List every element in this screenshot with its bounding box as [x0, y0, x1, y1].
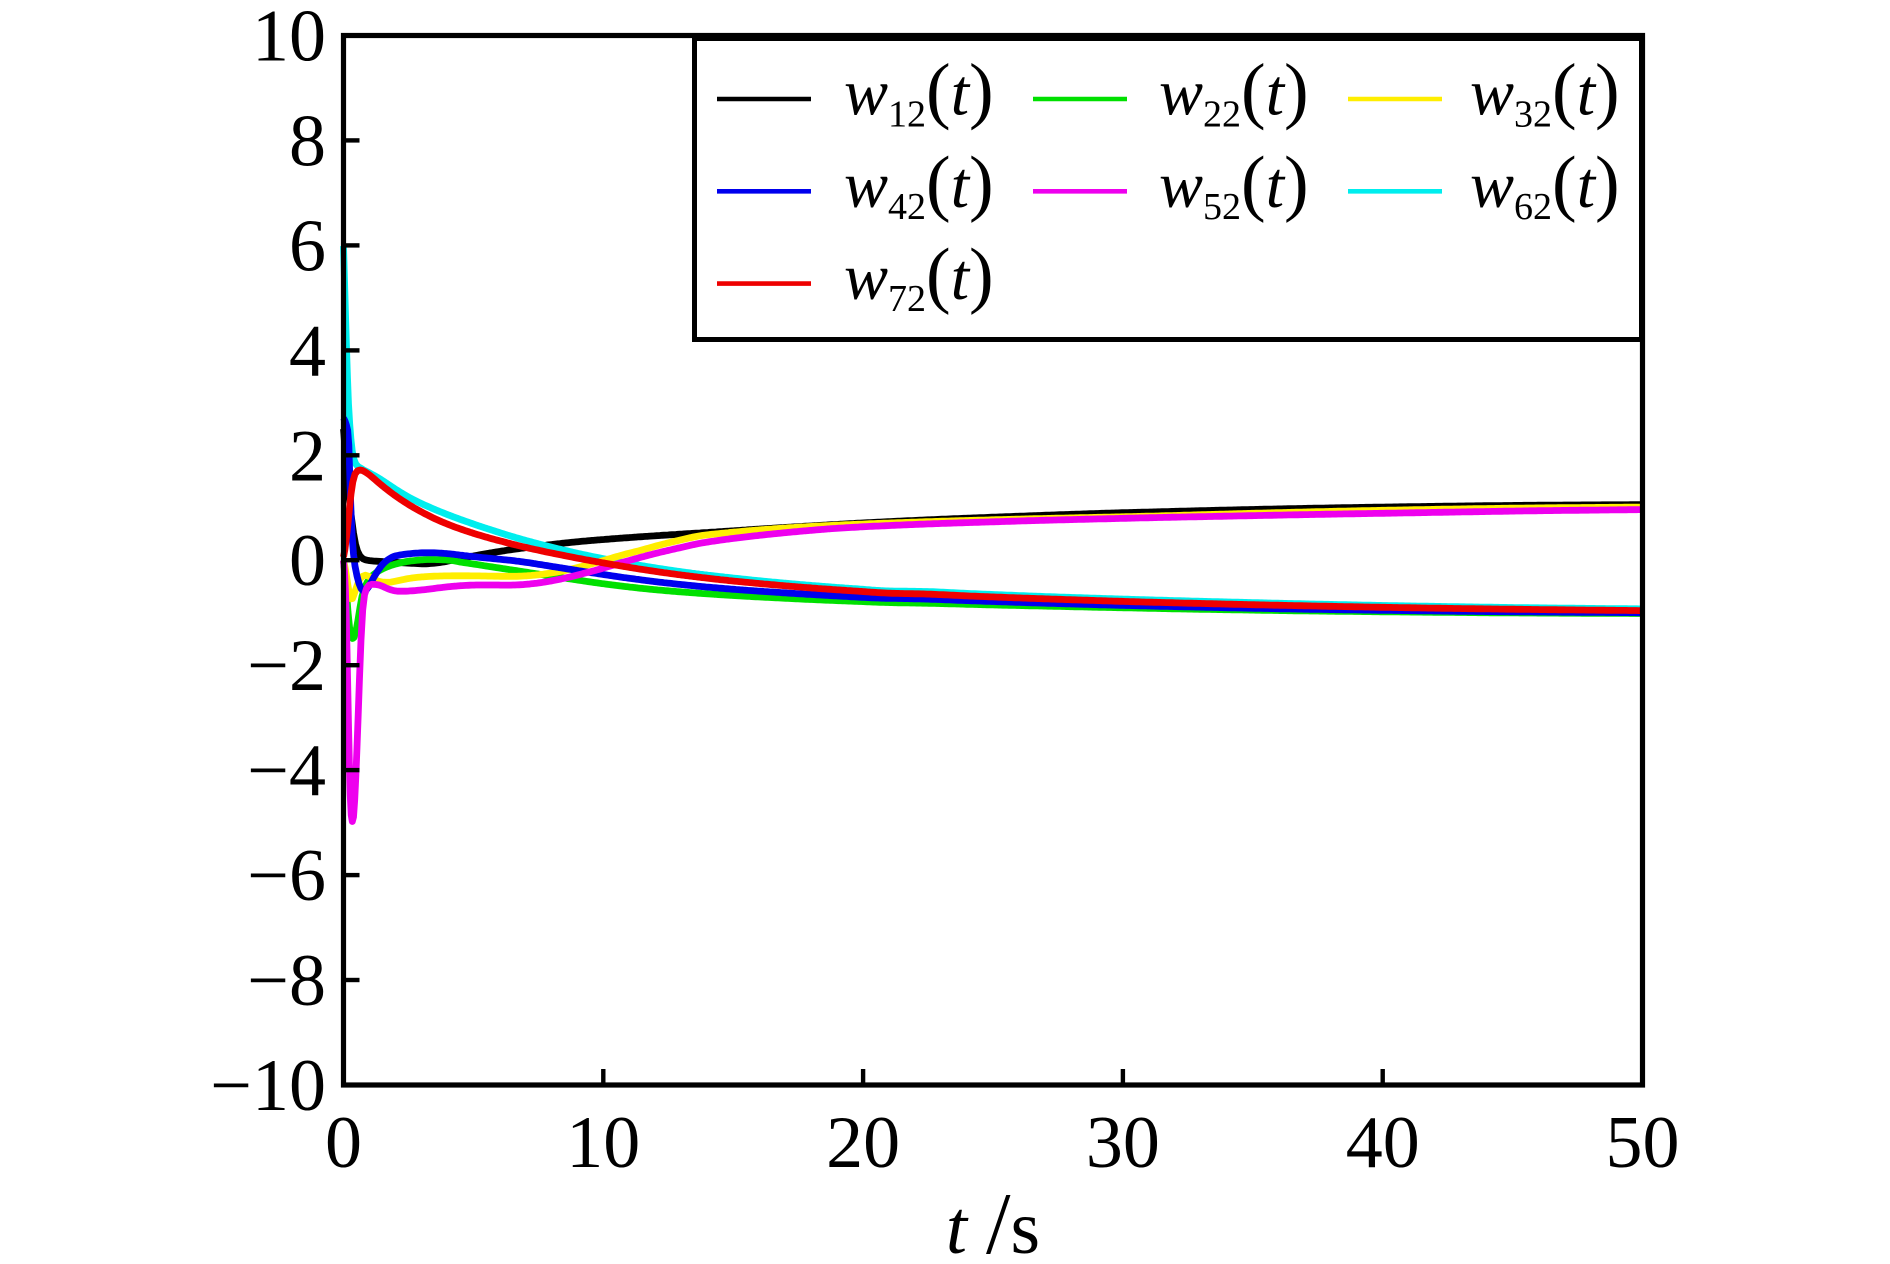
svg-text:0: 0 [289, 520, 326, 602]
svg-text:−8: −8 [247, 940, 326, 1022]
svg-text:50: 50 [1606, 1102, 1680, 1184]
svg-text:30: 30 [1086, 1102, 1160, 1184]
svg-text:−10: −10 [210, 1045, 326, 1127]
svg-text:w42(t): w42(t) [844, 142, 994, 228]
svg-text:w22(t): w22(t) [1159, 50, 1309, 136]
svg-text:8: 8 [289, 100, 326, 182]
svg-text:2: 2 [289, 415, 326, 497]
svg-text:6: 6 [289, 205, 326, 287]
svg-text:w12(t): w12(t) [844, 50, 994, 136]
svg-text:10: 10 [566, 1102, 640, 1184]
svg-text:10: 10 [252, 0, 326, 78]
svg-text:w62(t): w62(t) [1470, 142, 1620, 228]
svg-text:t /s: t /s [946, 1176, 1040, 1264]
svg-text:w32(t): w32(t) [1470, 50, 1620, 136]
svg-text:−4: −4 [247, 730, 326, 812]
svg-text:w52(t): w52(t) [1159, 142, 1309, 228]
svg-text:4: 4 [289, 310, 326, 392]
svg-text:20: 20 [826, 1102, 900, 1184]
svg-text:w72(t): w72(t) [844, 234, 994, 320]
svg-text:−2: −2 [247, 625, 326, 707]
svg-text:0: 0 [325, 1102, 362, 1184]
svg-text:40: 40 [1346, 1102, 1420, 1184]
svg-text:−6: −6 [247, 835, 326, 917]
